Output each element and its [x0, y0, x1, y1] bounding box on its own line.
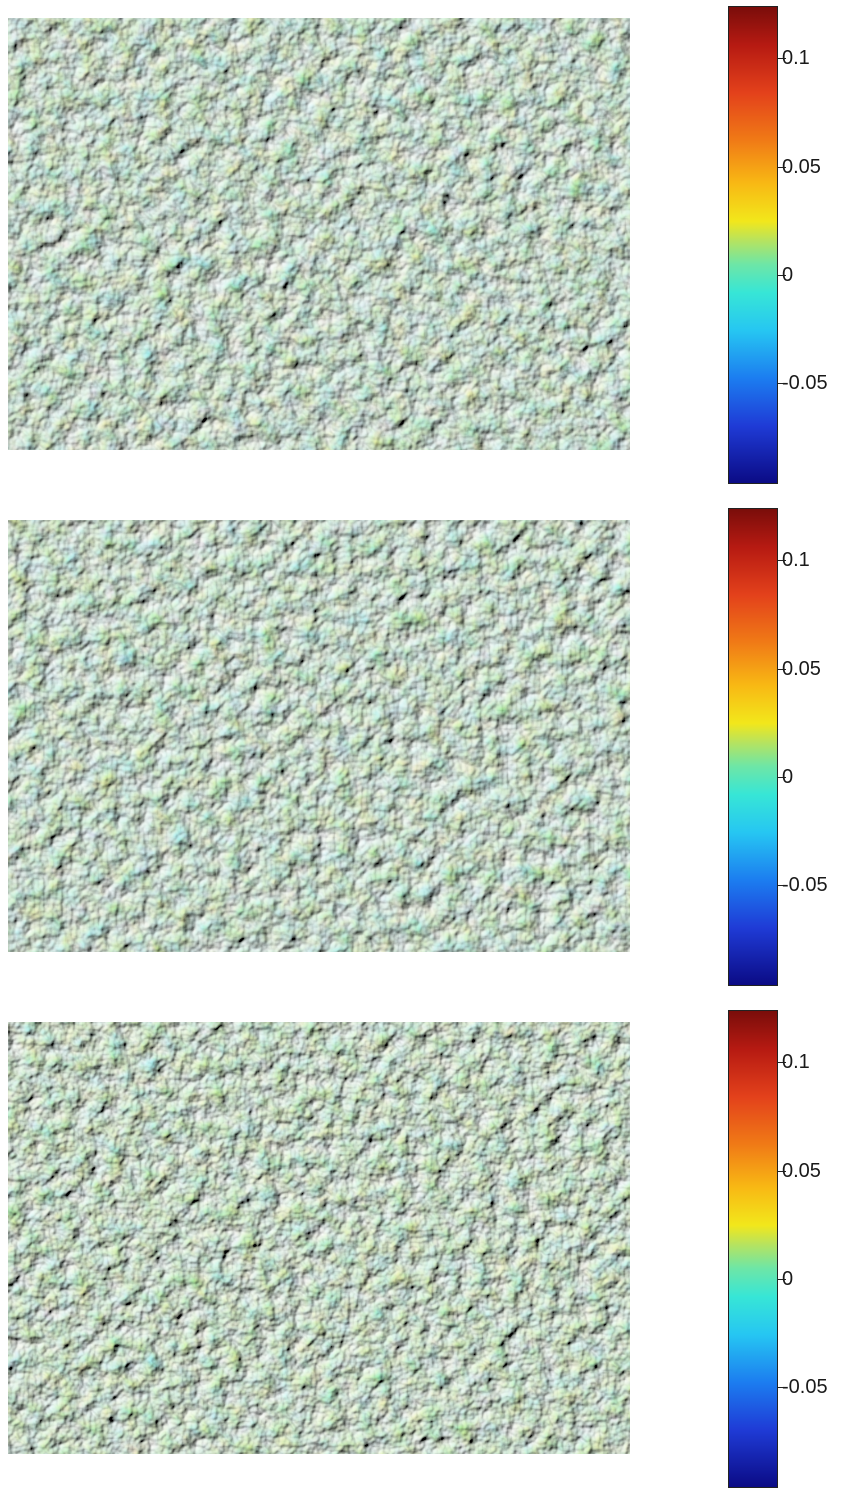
colorbar-tick — [778, 383, 786, 384]
colorbar-tick-label: -0.05 — [782, 874, 828, 896]
colorbar-tick-label: 0.05 — [782, 1160, 821, 1182]
colorbar-tick-label: 0.1 — [782, 1051, 810, 1073]
colorbar-tick-label: 0.05 — [782, 156, 821, 178]
surface-panel-2: 0.1 0.05 0 -0.05 — [0, 502, 842, 992]
colorbar-tick-label: 0 — [782, 1268, 794, 1290]
colorbar — [728, 6, 778, 484]
colorbar-tick-label: -0.05 — [782, 372, 828, 394]
colorbar — [728, 1010, 778, 1488]
surface-texture — [8, 1022, 630, 1454]
colorbar-tick-label: 0.1 — [782, 47, 810, 69]
colorbar-tick-label: -0.05 — [782, 1376, 828, 1398]
colorbar-tick — [778, 777, 786, 778]
colorbar-tick — [778, 1387, 786, 1388]
colorbar-tick — [778, 1062, 786, 1063]
colorbar-tick — [778, 275, 786, 276]
colorbar-tick-label: 0 — [782, 264, 794, 286]
surface-texture — [8, 520, 630, 952]
colorbar-tick — [778, 58, 786, 59]
surface-height-map — [8, 1022, 630, 1454]
surface-texture — [8, 18, 630, 450]
colorbar-tick — [778, 560, 786, 561]
colorbar-tick — [778, 669, 786, 670]
colorbar-tick-label: 0 — [782, 766, 794, 788]
surface-panel-1: 0.1 0.05 0 -0.05 — [0, 0, 842, 490]
colorbar-tick — [778, 1279, 786, 1280]
colorbar — [728, 508, 778, 986]
surface-panel-3: 0.1 0.05 0 -0.05 — [0, 1004, 842, 1494]
surface-height-map — [8, 18, 630, 450]
colorbar-tick — [778, 1171, 786, 1172]
colorbar-tick — [778, 167, 786, 168]
colorbar-tick-label: 0.05 — [782, 658, 821, 680]
surface-height-map — [8, 520, 630, 952]
colorbar-tick — [778, 885, 786, 886]
colorbar-tick-label: 0.1 — [782, 549, 810, 571]
